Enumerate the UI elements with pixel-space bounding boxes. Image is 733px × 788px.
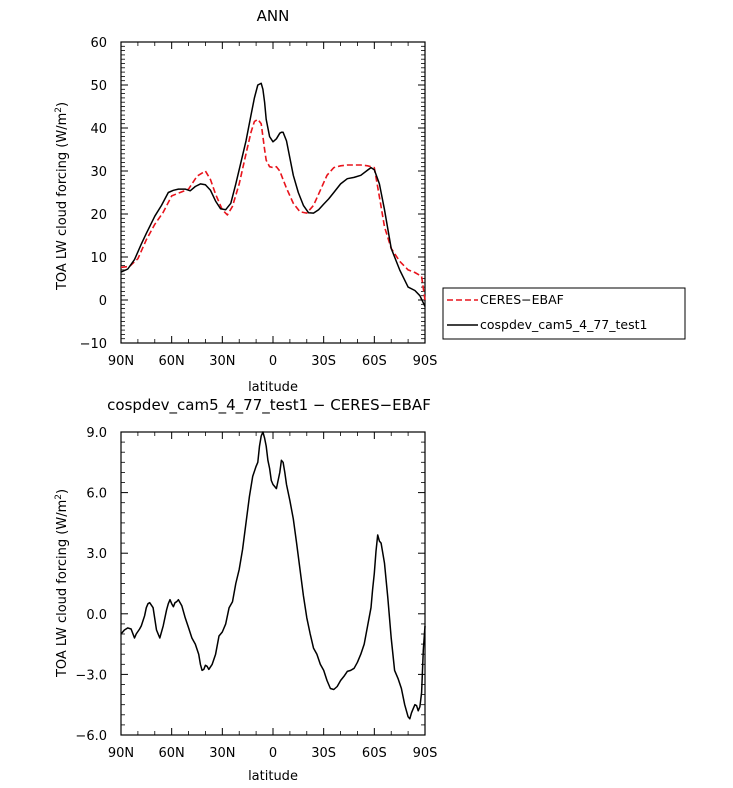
bottom-y-tick-label: 3.0 bbox=[86, 547, 107, 562]
bottom-y-tick-label: −6.0 bbox=[75, 729, 107, 744]
bottom-x-tick-label: 30N bbox=[209, 746, 235, 761]
bottom-chart-x-axis-label: latitude bbox=[248, 769, 298, 784]
top-y-tick-label: −10 bbox=[80, 337, 107, 352]
bottom-x-tick-label: 60S bbox=[362, 746, 387, 761]
legend-label-ceres-ebaf: CERES−EBAF bbox=[480, 292, 564, 307]
top-x-tick-label: 0 bbox=[269, 354, 277, 369]
bottom-y-tick-label: −3.0 bbox=[75, 668, 107, 683]
top-x-tick-label: 90S bbox=[413, 354, 438, 369]
legend: CERES−EBAF cospdev_cam5_4_77_test1 bbox=[442, 287, 686, 340]
top-y-tick-label: 20 bbox=[90, 208, 107, 223]
top-chart-title: ANN bbox=[257, 7, 290, 25]
bottom-chart-title: cospdev_cam5_4_77_test1 − CERES−EBAF bbox=[107, 396, 431, 415]
top-series-line-1 bbox=[120, 82, 426, 307]
top-chart-x-axis-label: latitude bbox=[248, 380, 298, 395]
bottom-y-tick-label: 6.0 bbox=[86, 487, 107, 502]
top-plot-frame bbox=[120, 41, 426, 344]
bottom-x-tick-label: 90S bbox=[413, 746, 438, 761]
bottom-chart-y-axis-label: TOA LW cloud forcing (W/m2) bbox=[54, 489, 70, 678]
bottom-y-tick-label: 0.0 bbox=[86, 608, 107, 623]
bottom-x-tick-label: 30S bbox=[311, 746, 336, 761]
top-y-tick-label: 50 bbox=[90, 79, 107, 94]
bottom-chart: cospdev_cam5_4_77_test1 − CERES−EBAF TOA… bbox=[54, 396, 437, 784]
top-y-tick-label: 60 bbox=[90, 36, 107, 51]
top-x-tick-label: 30N bbox=[209, 354, 235, 369]
top-y-tick-label: 0 bbox=[99, 294, 107, 309]
top-series-line-0 bbox=[120, 118, 426, 301]
bottom-series-line-0 bbox=[120, 431, 426, 720]
bottom-x-tick-label: 90N bbox=[108, 746, 134, 761]
legend-label-cospdev: cospdev_cam5_4_77_test1 bbox=[480, 317, 647, 332]
top-y-tick-label: 40 bbox=[90, 122, 107, 137]
top-x-tick-label: 90N bbox=[108, 354, 134, 369]
bottom-x-tick-label: 60N bbox=[159, 746, 185, 761]
bottom-plot-frame bbox=[120, 431, 426, 736]
top-x-tick-label: 30S bbox=[311, 354, 336, 369]
top-x-tick-label: 60S bbox=[362, 354, 387, 369]
top-y-tick-label: 10 bbox=[90, 251, 107, 266]
top-chart-y-axis-label: TOA LW cloud forcing (W/m2) bbox=[54, 102, 70, 291]
top-y-tick-label: 30 bbox=[90, 165, 107, 180]
top-chart: ANN TOA LW cloud forcing (W/m2) latitude… bbox=[54, 7, 437, 395]
legend-box bbox=[442, 287, 686, 340]
bottom-x-tick-label: 0 bbox=[269, 746, 277, 761]
top-x-tick-label: 60N bbox=[159, 354, 185, 369]
bottom-y-tick-label: 9.0 bbox=[86, 426, 107, 441]
